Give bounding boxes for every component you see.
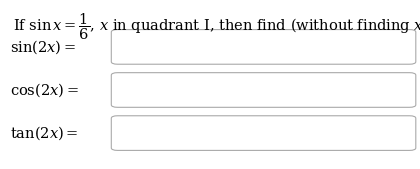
FancyBboxPatch shape [111, 30, 416, 64]
Text: $\sin(2x) =$: $\sin(2x) =$ [10, 38, 76, 56]
Text: $\cos(2x) =$: $\cos(2x) =$ [10, 81, 79, 99]
FancyBboxPatch shape [111, 73, 416, 107]
Text: If $\sin x = \dfrac{1}{6}$, $x$ in quadrant I, then find (without finding $x$): If $\sin x = \dfrac{1}{6}$, $x$ in quadr… [13, 12, 420, 42]
Text: $\tan(2x) =$: $\tan(2x) =$ [10, 124, 79, 142]
FancyBboxPatch shape [111, 116, 416, 150]
